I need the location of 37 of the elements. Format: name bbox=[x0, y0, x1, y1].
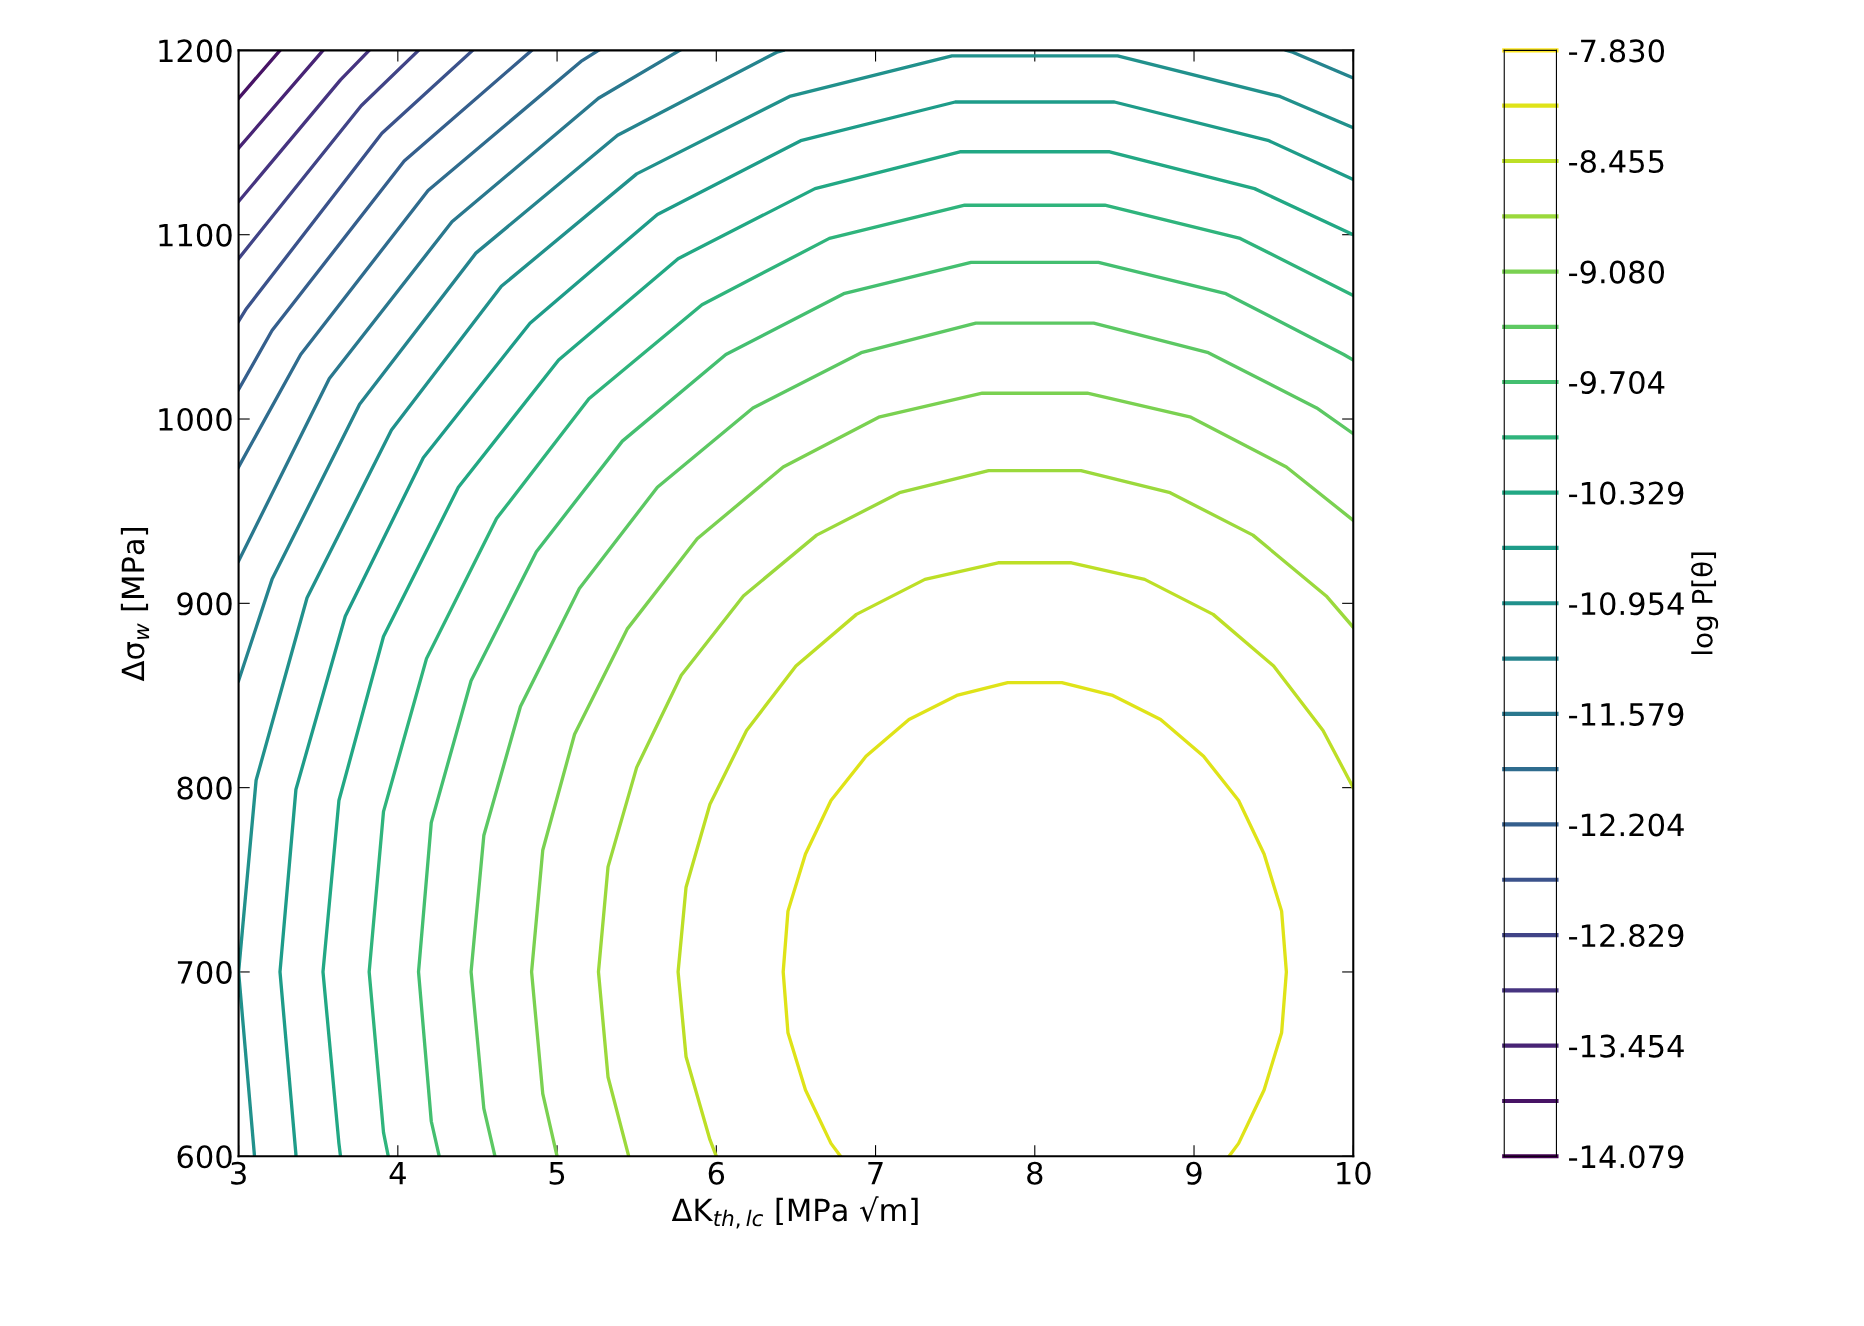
line-series bbox=[238, 50, 682, 563]
x-tick-label: 3 bbox=[231, 1161, 246, 1185]
x-tick-label: 4 bbox=[389, 1162, 406, 1185]
x-tick-label: 5 bbox=[549, 1162, 565, 1185]
text: -10.954 bbox=[1569, 592, 1684, 616]
text: -11.579 bbox=[1569, 702, 1684, 726]
y-tick-label: 1200 bbox=[159, 39, 232, 63]
x-tick-label: 8 bbox=[1027, 1161, 1043, 1185]
text: -14.079 bbox=[1569, 1145, 1684, 1169]
text: -10.329 bbox=[1569, 481, 1684, 505]
text: -13.454 bbox=[1569, 1034, 1684, 1058]
line-series bbox=[238, 50, 601, 469]
text: -9.704 bbox=[1569, 370, 1665, 395]
y-tick-label: 1100 bbox=[159, 223, 232, 247]
y-tick-label: 900 bbox=[177, 592, 232, 616]
x-tick-label: 6 bbox=[708, 1161, 725, 1185]
line-series bbox=[596, 468, 1354, 1157]
line-series bbox=[781, 680, 1289, 1157]
text: -12.204 bbox=[1569, 813, 1684, 837]
y-tick-label: 1000 bbox=[159, 407, 232, 432]
text: -12.829 bbox=[1569, 923, 1684, 948]
y-tick-label: 600 bbox=[177, 1145, 232, 1169]
x-tick-label: 9 bbox=[1186, 1161, 1202, 1185]
line-series bbox=[238, 50, 785, 683]
y-axis-title: Δσ$_{w}$ [MPa] bbox=[120, 528, 150, 682]
y-tick-label: 700 bbox=[177, 960, 232, 984]
y-tick-label: 800 bbox=[177, 776, 232, 800]
x-tick-label: 10 bbox=[1337, 1161, 1371, 1185]
line-series bbox=[676, 561, 1354, 1157]
x-tick-label: 7 bbox=[868, 1162, 883, 1185]
x-axis-title: ΔK$_{th,lc}$ [MPa √m] bbox=[671, 1196, 918, 1229]
line-series bbox=[238, 50, 475, 323]
text: -9.080 bbox=[1569, 260, 1665, 284]
color-bar-title: log P[θ] bbox=[1691, 552, 1719, 655]
line-series bbox=[238, 50, 534, 392]
text: -8.455 bbox=[1569, 149, 1664, 174]
text: -7.830 bbox=[1569, 39, 1665, 63]
